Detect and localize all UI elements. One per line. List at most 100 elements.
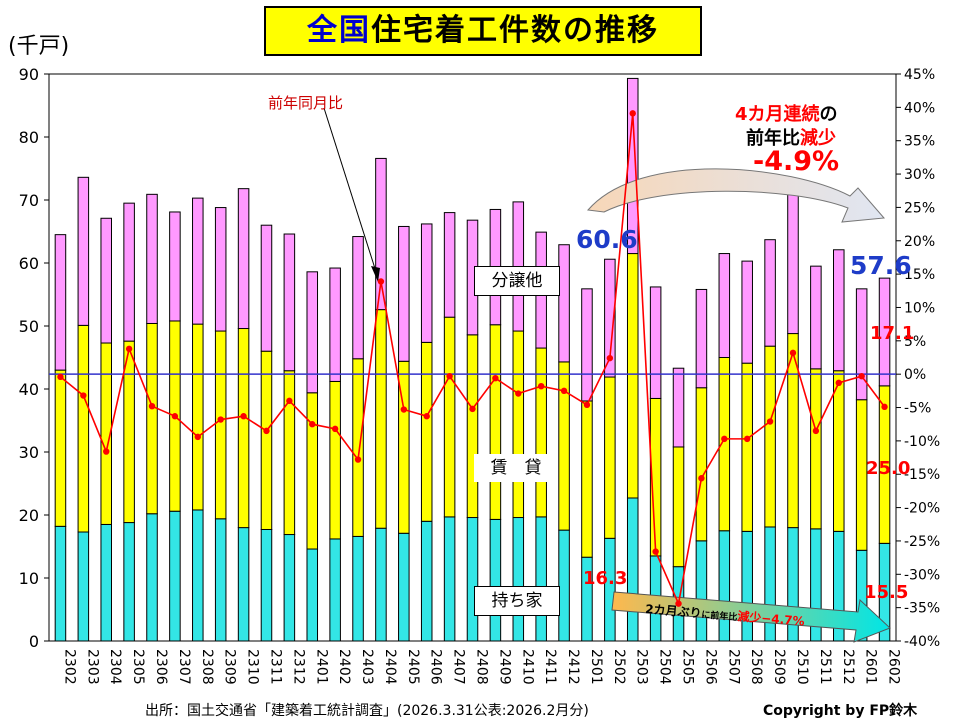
yoy-point-2411 [537, 382, 545, 390]
bar-bunjo-2406 [420, 223, 433, 343]
yoy-point-2401 [309, 421, 316, 428]
x-tick-2402: 2402 [336, 649, 352, 685]
y2-tick-15: 15% [904, 267, 935, 283]
bar-bunjo-2405 [398, 225, 410, 362]
headline-line1: 4カ月連続の [735, 100, 838, 126]
bar-chintai-2403 [352, 358, 364, 537]
bar-mochiie-2506 [695, 540, 708, 642]
yoy-point-2507 [721, 435, 728, 443]
bar-chintai-2410 [512, 330, 525, 519]
x-tick-2601: 2601 [863, 649, 879, 685]
x-tick-2312: 2312 [290, 649, 306, 685]
headline-line3: -4.9% [753, 146, 840, 177]
banner-b: に前年比 [700, 610, 738, 624]
bar-mochiie-2411 [535, 516, 547, 642]
bar-bunjo-2507 [718, 253, 731, 358]
x-tick-2412: 2412 [565, 649, 581, 685]
series-label-mochiie: 持ち家 [474, 586, 560, 616]
bar-chintai-2306 [146, 322, 158, 515]
curved-arrow [587, 168, 886, 223]
x-tick-2507: 2507 [725, 649, 741, 685]
bar-chintai-2505 [672, 446, 685, 568]
x-tick-2401: 2401 [313, 649, 329, 685]
bar-mochiie-2406 [420, 520, 433, 642]
bar-bunjo-2412 [558, 244, 570, 363]
yoy-point-2403 [354, 456, 362, 463]
bar-bunjo-2310 [237, 188, 250, 330]
y2-tick-35: 35% [904, 134, 935, 150]
bar-bunjo-2306 [146, 193, 158, 324]
bar-mochiie-2311 [260, 528, 273, 642]
x-tick-2403: 2403 [359, 649, 375, 685]
yoy-point-2311 [263, 427, 270, 435]
annotation-15-5: 15.5 [864, 582, 909, 603]
x-tick-2410: 2410 [519, 649, 535, 685]
y2-tick-25: 25% [904, 200, 935, 216]
yoy-point-2412 [560, 387, 568, 395]
yoy-point-2407 [446, 372, 453, 380]
bar-chintai-2309 [214, 330, 227, 520]
arrow-to-peak [323, 107, 379, 279]
x-tick-2505: 2505 [680, 649, 696, 685]
series-label-bunjo: 分譲他 [474, 266, 560, 296]
bar-mochiie-2407 [443, 516, 456, 642]
yoy-point-2304 [103, 448, 110, 455]
y-tick-90: 90 [19, 65, 39, 84]
x-tick-2306: 2306 [153, 649, 169, 685]
yoy-point-2511 [812, 427, 820, 435]
bar-bunjo-2508 [741, 260, 753, 364]
y2-tick-20: 20% [904, 234, 935, 250]
bar-chintai-2409 [489, 324, 502, 520]
yoy-point-2512 [835, 379, 842, 387]
x-tick-2509: 2509 [771, 649, 787, 685]
y-tick-20: 20 [19, 506, 39, 525]
x-tick-2511: 2511 [817, 649, 833, 685]
bar-mochiie-2305 [123, 522, 135, 642]
yoy-point-2405 [400, 406, 408, 413]
bar-bunjo-2504 [649, 286, 662, 399]
bar-chintai-2402 [329, 380, 341, 540]
bar-bunjo-2302 [54, 234, 67, 371]
y2-tick--10: -10% [904, 434, 940, 450]
bar-bunjo-2502 [604, 258, 616, 378]
bar-mochiie-2507 [718, 530, 731, 642]
y-tick-0: 0 [29, 632, 39, 651]
bar-bunjo-2303 [77, 176, 90, 326]
x-tick-2308: 2308 [199, 649, 215, 685]
y2-tick--20: -20% [904, 501, 940, 517]
y-tick-60: 60 [19, 254, 39, 273]
bar-bunjo-2505 [672, 367, 685, 448]
x-tick-2504: 2504 [657, 649, 673, 685]
yoy-point-2505 [675, 600, 682, 607]
x-tick-2508: 2508 [748, 649, 764, 685]
yoy-point-2601 [858, 372, 865, 380]
bar-mochiie-2310 [237, 527, 250, 642]
headline-line2: 前年比減少 [746, 124, 836, 150]
bar-bunjo-2312 [283, 233, 296, 372]
yoy-point-2310 [240, 413, 247, 420]
series-label-chintai: 賃 貸 [474, 454, 558, 482]
bar-chintai-2311 [260, 350, 273, 530]
bar-mochiie-2412 [558, 529, 570, 642]
bar-mochiie-2404 [375, 527, 387, 642]
x-tick-2405: 2405 [405, 649, 421, 685]
bar-chintai-2506 [695, 387, 708, 542]
x-tick-2311: 2311 [267, 649, 283, 685]
bar-chintai-2310 [237, 328, 250, 529]
bar-bunjo-2404 [375, 157, 387, 311]
bar-mochiie-2308 [192, 509, 204, 642]
bars-layer [54, 77, 891, 642]
yoy-line-layer [57, 110, 888, 607]
bar-bunjo-2510 [787, 186, 799, 335]
yoy-point-2312 [286, 397, 293, 405]
banner-a: 2カ月ぶり [644, 601, 703, 621]
bar-bunjo-2304 [100, 217, 112, 344]
yoy-point-2402 [331, 425, 339, 433]
x-tick-2502: 2502 [611, 649, 627, 685]
x-tick-2304: 2304 [107, 649, 123, 685]
bar-bunjo-2407 [443, 212, 456, 318]
headline-l2b: 減少 [800, 128, 836, 149]
annotation-25-0: 25.0 [866, 458, 911, 479]
bar-bunjo-2305 [123, 202, 135, 342]
y2-tick-10: 10% [904, 300, 935, 316]
